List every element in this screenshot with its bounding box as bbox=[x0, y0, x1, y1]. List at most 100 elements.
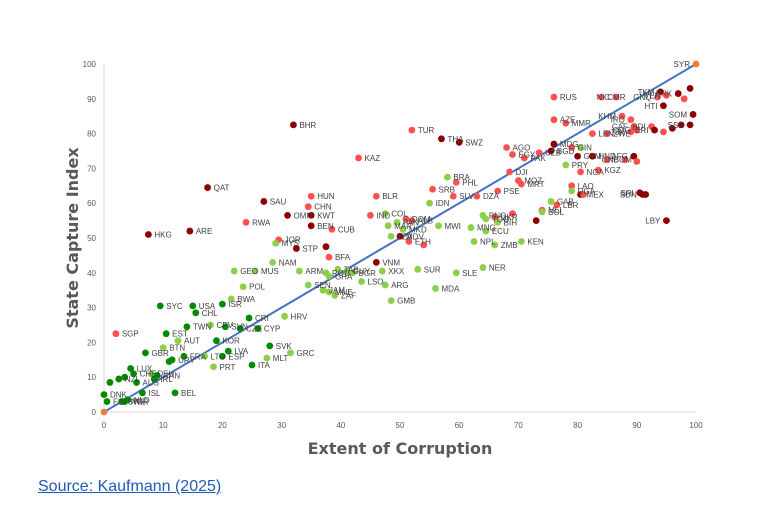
point-label: AUS bbox=[143, 378, 159, 387]
data-point bbox=[506, 168, 513, 176]
data-point bbox=[219, 352, 226, 360]
point-label: VEN bbox=[644, 91, 661, 100]
data-point bbox=[207, 321, 214, 329]
point-label: SDN bbox=[620, 191, 637, 200]
point-label: NAM bbox=[279, 258, 297, 267]
data-point bbox=[127, 365, 135, 372]
data-point bbox=[692, 60, 700, 68]
data-point bbox=[290, 121, 297, 129]
source-link[interactable]: Source: Kaufmann (2025) bbox=[38, 478, 222, 495]
data-point bbox=[668, 124, 676, 132]
point-label: BGD bbox=[557, 147, 575, 156]
data-point bbox=[272, 239, 280, 247]
point-label: GNB bbox=[602, 156, 619, 165]
data-point bbox=[663, 91, 670, 99]
point-label: PAN bbox=[403, 218, 419, 227]
data-point bbox=[322, 243, 330, 251]
data-point bbox=[319, 286, 327, 294]
data-point bbox=[405, 238, 413, 245]
point-label: BLR bbox=[382, 192, 398, 201]
point-label: NLD bbox=[134, 396, 150, 405]
point-label: LBN bbox=[598, 130, 614, 139]
data-point bbox=[408, 217, 416, 225]
data-point bbox=[204, 184, 212, 191]
data-point bbox=[192, 309, 200, 317]
point-label: CUB bbox=[338, 225, 355, 234]
point-label: NGA bbox=[587, 168, 605, 177]
x-tick-label: 30 bbox=[277, 421, 286, 430]
point-label: CHN bbox=[314, 203, 332, 212]
point-label: QAT bbox=[214, 184, 230, 193]
data-point bbox=[491, 241, 499, 249]
data-point bbox=[550, 93, 558, 101]
data-point bbox=[367, 211, 374, 219]
point-label: BEN bbox=[317, 222, 334, 231]
x-tick-label: 60 bbox=[455, 421, 464, 430]
point-label: NPL bbox=[480, 237, 496, 246]
point-label: BDI bbox=[632, 123, 645, 132]
data-point bbox=[372, 192, 380, 200]
data-point bbox=[139, 389, 146, 397]
point-label: GEO bbox=[240, 267, 258, 276]
point-label: ARE bbox=[196, 227, 212, 236]
point-label: USA bbox=[199, 302, 216, 311]
data-point bbox=[284, 211, 291, 219]
data-point bbox=[568, 187, 576, 195]
data-point bbox=[633, 126, 641, 134]
y-tick-label: 100 bbox=[83, 60, 97, 69]
point-label: TUR bbox=[418, 126, 435, 135]
point-label: MRT bbox=[527, 180, 544, 189]
data-point bbox=[189, 302, 197, 310]
point-label: LUX bbox=[137, 365, 153, 374]
data-point bbox=[387, 232, 395, 240]
y-tick-label: 10 bbox=[87, 373, 96, 382]
data-point bbox=[183, 323, 191, 331]
data-point bbox=[130, 370, 138, 378]
data-point bbox=[133, 379, 140, 386]
point-label: SRB bbox=[439, 185, 455, 194]
point-label: BEL bbox=[181, 389, 197, 398]
data-point bbox=[589, 152, 596, 160]
point-label: ALB bbox=[418, 217, 433, 226]
point-label: BIH bbox=[504, 218, 518, 227]
point-label: XKX bbox=[388, 267, 405, 276]
data-point bbox=[553, 201, 561, 209]
data-point bbox=[372, 258, 380, 266]
point-label: BFA bbox=[335, 253, 351, 262]
point-label: ZAF bbox=[341, 291, 356, 300]
point-label: SEN bbox=[314, 281, 331, 290]
point-label: MLT bbox=[273, 354, 289, 363]
point-label: ISL bbox=[148, 389, 161, 398]
point-label: MWI bbox=[444, 222, 460, 231]
point-label: GUY bbox=[353, 267, 371, 276]
point-label: LBY bbox=[645, 217, 661, 226]
data-point bbox=[509, 151, 516, 158]
data-point bbox=[100, 408, 108, 416]
data-point bbox=[201, 352, 209, 360]
data-point bbox=[145, 231, 152, 238]
data-point bbox=[426, 199, 433, 207]
data-point bbox=[219, 300, 226, 308]
point-label: DEU bbox=[157, 370, 174, 379]
point-label: PNG bbox=[489, 211, 506, 220]
data-point bbox=[651, 126, 658, 134]
point-label: MKD bbox=[409, 225, 427, 234]
point-label: PAK bbox=[530, 154, 546, 163]
point-label: KWT bbox=[317, 211, 335, 220]
data-point bbox=[674, 90, 682, 97]
data-point bbox=[482, 227, 490, 235]
data-point bbox=[597, 93, 605, 101]
point-label: GNQ bbox=[633, 93, 651, 102]
x-tick-label: 50 bbox=[396, 421, 405, 430]
data-point bbox=[295, 267, 303, 275]
data-point bbox=[328, 225, 336, 233]
data-point bbox=[307, 192, 315, 200]
data-point bbox=[642, 191, 650, 198]
data-point bbox=[577, 144, 584, 151]
data-point bbox=[429, 185, 436, 193]
point-label: LBR bbox=[563, 201, 579, 210]
data-point bbox=[550, 116, 558, 124]
point-label: ECU bbox=[492, 227, 509, 236]
point-label: AUT bbox=[184, 337, 200, 346]
data-point bbox=[103, 398, 111, 405]
